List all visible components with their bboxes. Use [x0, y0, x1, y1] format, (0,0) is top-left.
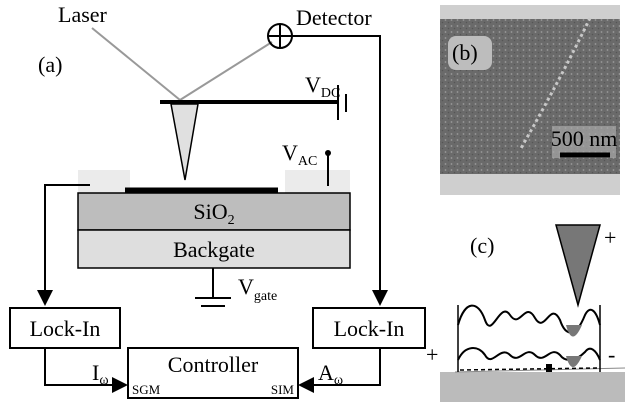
contact	[285, 170, 350, 193]
tip-charge: +	[604, 225, 616, 250]
laser-beam	[92, 28, 180, 100]
micrograph	[440, 5, 620, 195]
laser-label: Laser	[58, 2, 108, 27]
panel-a: Laser Detector (a) VDC VAC SiO2 Backgate…	[10, 2, 425, 398]
lockin-label: Lock-In	[30, 316, 101, 341]
reflected-beam	[180, 42, 272, 100]
substrate	[440, 372, 625, 402]
vac-label: VAC	[282, 140, 317, 169]
signal-wire	[45, 348, 126, 385]
lockin-label: Lock-In	[334, 316, 405, 341]
a-omega-label: Aω	[318, 360, 343, 388]
detector-label: Detector	[296, 5, 372, 30]
scale-bar-label: 500 nm	[551, 126, 618, 151]
vdc-label: VDC	[305, 72, 340, 101]
figure: Laser Detector (a) VDC VAC SiO2 Backgate…	[0, 0, 629, 409]
panel-c: (c) + + -	[426, 225, 625, 402]
tip	[171, 104, 198, 180]
sgm-label: SGM	[132, 382, 161, 397]
backgate-label: Backgate	[173, 237, 255, 262]
panel-b: (b) 500 nm	[440, 5, 620, 195]
vgate-label: Vgate	[238, 274, 277, 304]
tip	[556, 225, 600, 305]
i-omega-label: Iω	[92, 360, 109, 388]
panel-label: (c)	[470, 233, 494, 258]
sim-label: SIM	[271, 382, 295, 397]
panel-label: (a)	[38, 52, 62, 77]
controller-label: Controller	[168, 352, 259, 377]
panel-label: (b)	[452, 40, 478, 65]
left-charge: +	[426, 342, 438, 367]
right-charge: -	[608, 342, 615, 367]
contact	[78, 170, 130, 193]
